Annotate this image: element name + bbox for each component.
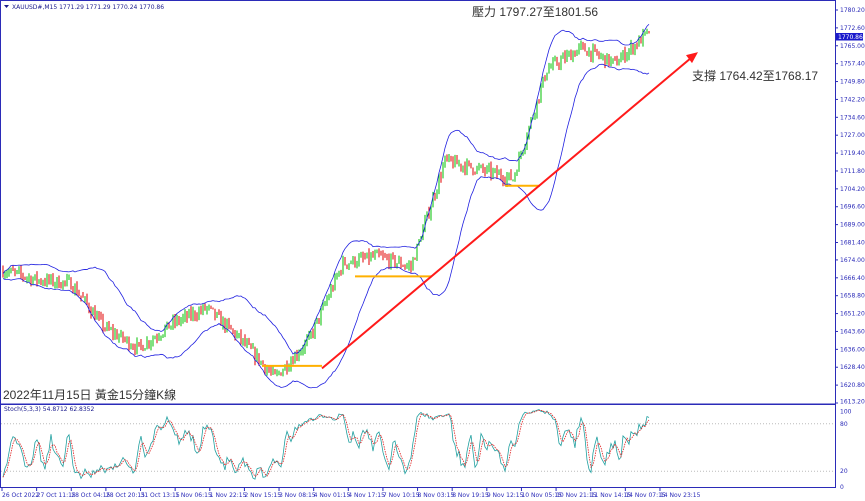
- support-annotation: 支撐 1764.42至1768.17: [692, 69, 818, 83]
- y-tick-label: 1628.40: [840, 364, 865, 371]
- x-tick-label: 8 Nov 03:15: [418, 492, 455, 499]
- x-tick-label: 9 Nov 12:15: [487, 492, 524, 499]
- resistance-annotation: 壓力 1797.27至1801.56: [472, 5, 598, 19]
- stoch-header: Stoch(5,3,3) 54.8712 62.8352: [4, 406, 95, 413]
- chart-caption: 2022年11月15日 黃金15分鐘K線: [3, 387, 176, 402]
- current-price-tag: [836, 33, 863, 41]
- y-tick-label: 1696.60: [840, 204, 865, 211]
- stoch-tick-label: 0: [840, 484, 844, 491]
- x-tick-label: 28 Oct 04:15: [71, 492, 110, 499]
- stoch-tick-label: 100: [840, 409, 852, 416]
- y-tick-label: 1704.20: [840, 186, 865, 193]
- bollinger-upper: [2, 23, 650, 355]
- x-tick-label: 27 Oct 11:15: [37, 492, 76, 499]
- x-tick-label: 1 Nov 22:15: [210, 492, 247, 499]
- x-tick-label: 11 Nov 14:15: [591, 492, 632, 499]
- trendline: [321, 56, 693, 370]
- x-tick-label: 7 Nov 10:15: [383, 492, 420, 499]
- y-tick-label: 1734.60: [840, 114, 865, 121]
- x-tick-label: 4 Nov 17:15: [348, 492, 385, 499]
- stoch-tick-label: 20: [840, 468, 848, 475]
- stoch-frame: [0, 404, 836, 488]
- y-tick-label: 1681.40: [840, 240, 865, 247]
- collapse-triangle-icon[interactable]: [4, 5, 9, 8]
- y-tick-label: 1689.00: [840, 222, 865, 229]
- y-tick-label: 1711.80: [840, 168, 865, 175]
- y-tick-label: 1666.40: [840, 275, 865, 282]
- y-tick-label: 1643.60: [840, 328, 865, 335]
- y-tick-label: 1780.20: [840, 7, 865, 14]
- main-pane: [2, 23, 698, 389]
- stoch-pane: [1, 409, 835, 480]
- x-tick-label: 14 Nov 07:15: [625, 492, 666, 499]
- x-tick-label: 4 Nov 01:15: [314, 492, 351, 499]
- y-tick-label: 1613.20: [840, 399, 865, 406]
- x-tick-label: 2 Nov 15:15: [244, 492, 281, 499]
- y-tick-label: 1636.00: [840, 346, 865, 353]
- x-tick-label: 1 Nov 06:15: [175, 492, 212, 499]
- stoch-tick-label: 80: [840, 421, 848, 428]
- current-price-label: 1770.86: [838, 34, 863, 41]
- x-tick-label: 26 Oct 2022: [2, 492, 39, 499]
- bollinger-lower: [2, 63, 650, 389]
- x-tick-label: 10 Nov 05:15: [521, 492, 562, 499]
- y-tick-label: 1719.40: [840, 150, 865, 157]
- x-tick-label: 8 Nov 19:15: [452, 492, 489, 499]
- x-tick-label: 28 Oct 20:15: [106, 492, 145, 499]
- y-tick-label: 1658.80: [840, 293, 865, 300]
- stoch-signal-line: [2, 409, 650, 478]
- x-tick-label: 14 Nov 23:15: [660, 492, 701, 499]
- symbol-header: XAUUSD#,M15 1771.29 1771.29 1770.24 1770…: [12, 4, 164, 11]
- y-tick-label: 1742.20: [840, 96, 865, 103]
- y-tick-label: 1765.00: [840, 43, 865, 50]
- x-tick-label: 3 Nov 08:15: [279, 492, 316, 499]
- y-tick-label: 1674.00: [840, 257, 865, 264]
- y-tick-label: 1651.20: [840, 311, 865, 318]
- trendline-arrow-icon: [686, 52, 698, 64]
- y-tick-label: 1772.60: [840, 25, 865, 32]
- y-tick-label: 1749.80: [840, 79, 865, 86]
- axes: 1780.20 1772.60 1765.00 1757.40 1749.80 1742.…: [1, 7, 865, 499]
- x-tick-label: 10 Nov 21:15: [556, 492, 597, 499]
- y-tick-label: 1757.40: [840, 61, 865, 68]
- x-tick-label: 31 Oct 13:15: [141, 492, 180, 499]
- y-tick-label: 1727.00: [840, 132, 865, 139]
- y-tick-label: 1620.80: [840, 382, 865, 389]
